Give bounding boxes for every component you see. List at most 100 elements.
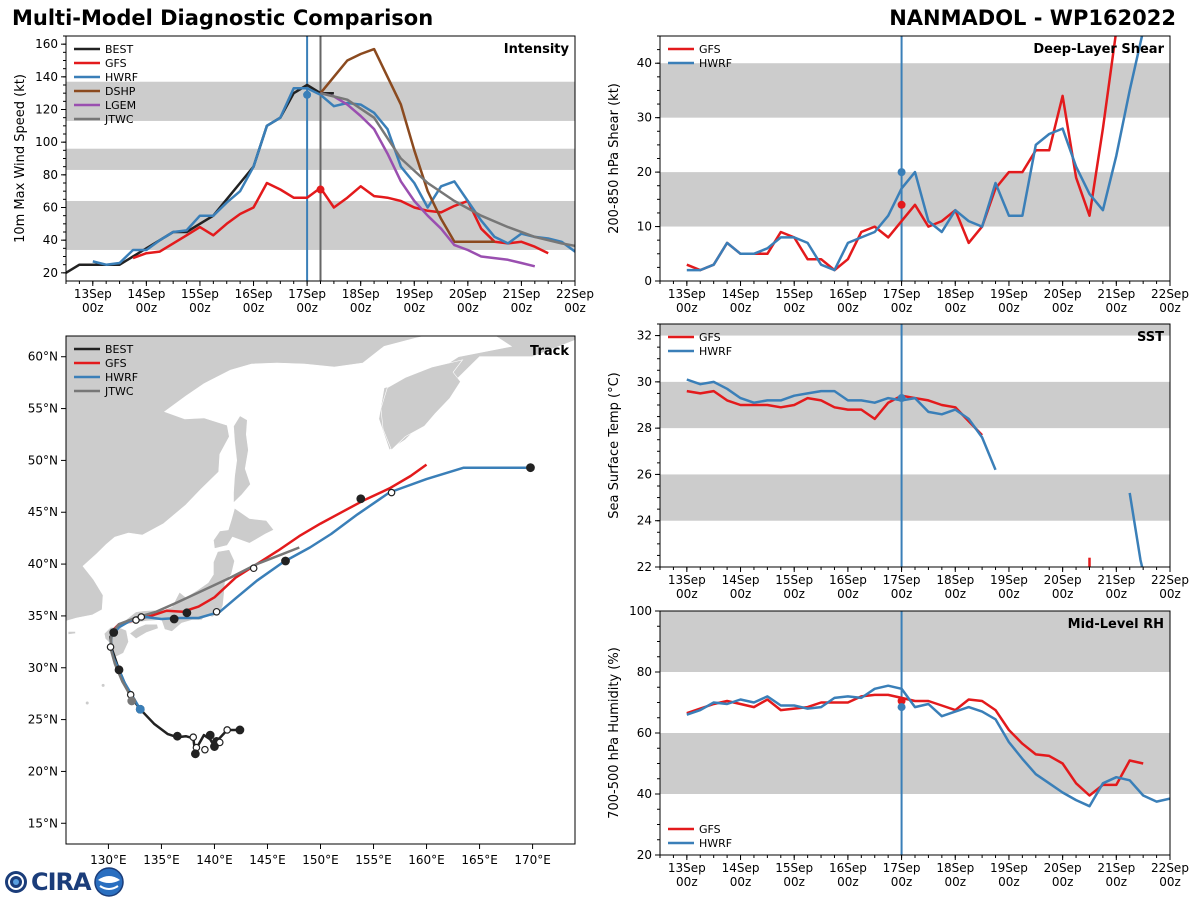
track-marker-best (189, 733, 198, 742)
x-tick-label: 150°E (302, 853, 339, 867)
series-line-dshp (319, 47, 495, 244)
x-tick-label-day: 14Sep (127, 287, 165, 301)
x-tick-label-day: 19Sep (990, 861, 1028, 875)
x-tick-label: 145°E (249, 853, 286, 867)
x-tick-label-day: 16Sep (829, 287, 867, 301)
x-tick-label-hour: 00z (944, 587, 966, 601)
land-shikoku (129, 623, 159, 640)
y-tick-label: 100 (629, 604, 652, 618)
x-tick-label-hour: 00z (189, 301, 211, 315)
intensity-band (660, 474, 1170, 521)
y-axis-label: Sea Surface Temp (°C) (607, 372, 622, 519)
x-tick-label-day: 22Sep (1151, 861, 1189, 875)
land-honshu (117, 549, 235, 632)
x-tick-label-day: 22Sep (556, 287, 594, 301)
series-line-hwrf (1128, 492, 1144, 567)
y-tick-label: 30 (637, 111, 652, 125)
track-marker-best (172, 731, 182, 741)
series-group (686, 684, 1170, 808)
legend-label-hwrf: HWRF (699, 837, 732, 850)
land-jeju (67, 631, 76, 635)
y-tick-label: 15°N (28, 816, 58, 830)
y-tick-label: 20°N (28, 764, 58, 778)
x-tick-label-day: 21Sep (1097, 287, 1135, 301)
x-tick-label-day: 15Sep (775, 861, 813, 875)
x-tick-label-day: 14Sep (722, 573, 760, 587)
marker-hwrf (897, 394, 906, 403)
y-tick-label: 35°N (28, 609, 58, 623)
land-hokkaido (213, 507, 275, 549)
globe-icon (93, 867, 124, 897)
x-tick-label: 170°E (514, 853, 551, 867)
x-tick-label-day: 19Sep (990, 287, 1028, 301)
series-line-gfs (132, 181, 549, 260)
x-tick-label-hour: 00z (944, 875, 966, 889)
y-tick-label: 30°N (28, 661, 58, 675)
x-tick-label-hour: 00z (1159, 301, 1181, 315)
legend-label-gfs: GFS (699, 43, 721, 56)
x-tick-label-hour: 00z (564, 301, 586, 315)
series-line-lgem (320, 91, 536, 268)
legend-label-best: BEST (105, 43, 133, 56)
x-tick-label-day: 13Sep (668, 287, 706, 301)
x-tick-label-day: 21Sep (502, 287, 540, 301)
x-tick-label-hour: 00z (1052, 875, 1074, 889)
y-tick-label: 0 (644, 274, 652, 288)
x-tick-label-day: 19Sep (990, 573, 1028, 587)
track-marker-best (281, 556, 290, 566)
x-tick-label-hour: 00z (730, 587, 752, 601)
x-tick-label-hour: 00z (136, 301, 158, 315)
intensity-band (660, 381, 1170, 429)
track-marker-best (249, 564, 258, 573)
x-tick-label-hour: 00z (1106, 587, 1128, 601)
legend-label-hwrf: HWRF (105, 371, 138, 384)
chart-title-left: Multi-Model Diagnostic Comparison (12, 6, 434, 30)
x-tick-label-hour: 00z (730, 301, 752, 315)
track-marker-jtwc (127, 696, 137, 706)
x-tick-label: 130°E (90, 853, 127, 867)
x-tick-label-day: 22Sep (1151, 573, 1189, 587)
track-marker-best (212, 607, 221, 616)
x-tick-label-hour: 00z (676, 587, 698, 601)
y-tick-label: 32 (637, 329, 652, 343)
y-tick-label: 20 (43, 266, 58, 280)
series-line-hwrf (92, 87, 575, 266)
x-tick-label-hour: 00z (676, 875, 698, 889)
y-axis-label: 10m Max Wind Speed (kt) (13, 74, 28, 243)
y-tick-label: 60 (637, 726, 652, 740)
x-tick-label-day: 17Sep (288, 287, 326, 301)
marker-gfs (897, 200, 906, 209)
y-tick-label: 45°N (28, 505, 58, 519)
x-tick-label-hour: 00z (676, 301, 698, 315)
y-tick-label: 60°N (28, 350, 58, 364)
land-ryukyu (101, 683, 105, 687)
marker-hwrf (303, 90, 312, 99)
legend-label-gfs: GFS (699, 823, 721, 836)
x-tick-label-day: 20Sep (449, 287, 487, 301)
y-tick-label: 25°N (28, 713, 58, 727)
x-tick-label: 140°E (196, 853, 233, 867)
track-marker-best (114, 665, 124, 675)
legend-label-dshp: DSHP (105, 85, 136, 98)
track-marker-best (182, 608, 192, 618)
series-line-gfs (686, 389, 983, 436)
x-tick-label-day: 20Sep (1044, 573, 1082, 587)
track-marker-best (109, 628, 119, 637)
x-tick-label-hour: 00z (511, 301, 533, 315)
y-tick-label: 10 (637, 220, 652, 234)
land-sakhalin (233, 415, 251, 504)
y-tick-label: 120 (35, 103, 58, 117)
intensity-band (660, 733, 1170, 794)
legend-label-hwrf: HWRF (699, 57, 732, 70)
chart-sst: 22242628303213Sep00z14Sep00z15Sep00z16Se… (607, 323, 1189, 601)
marker-gfs (316, 185, 325, 194)
y-tick-label: 40 (637, 787, 652, 801)
track-marker-best (215, 738, 224, 747)
x-tick-label-hour: 00z (350, 301, 372, 315)
x-tick-label-day: 15Sep (775, 287, 813, 301)
x-tick-label-hour: 00z (1106, 301, 1128, 315)
x-tick-label-day: 17Sep (883, 287, 921, 301)
series-line-jtwc (320, 91, 575, 248)
legend-label-hwrf: HWRF (699, 345, 732, 358)
